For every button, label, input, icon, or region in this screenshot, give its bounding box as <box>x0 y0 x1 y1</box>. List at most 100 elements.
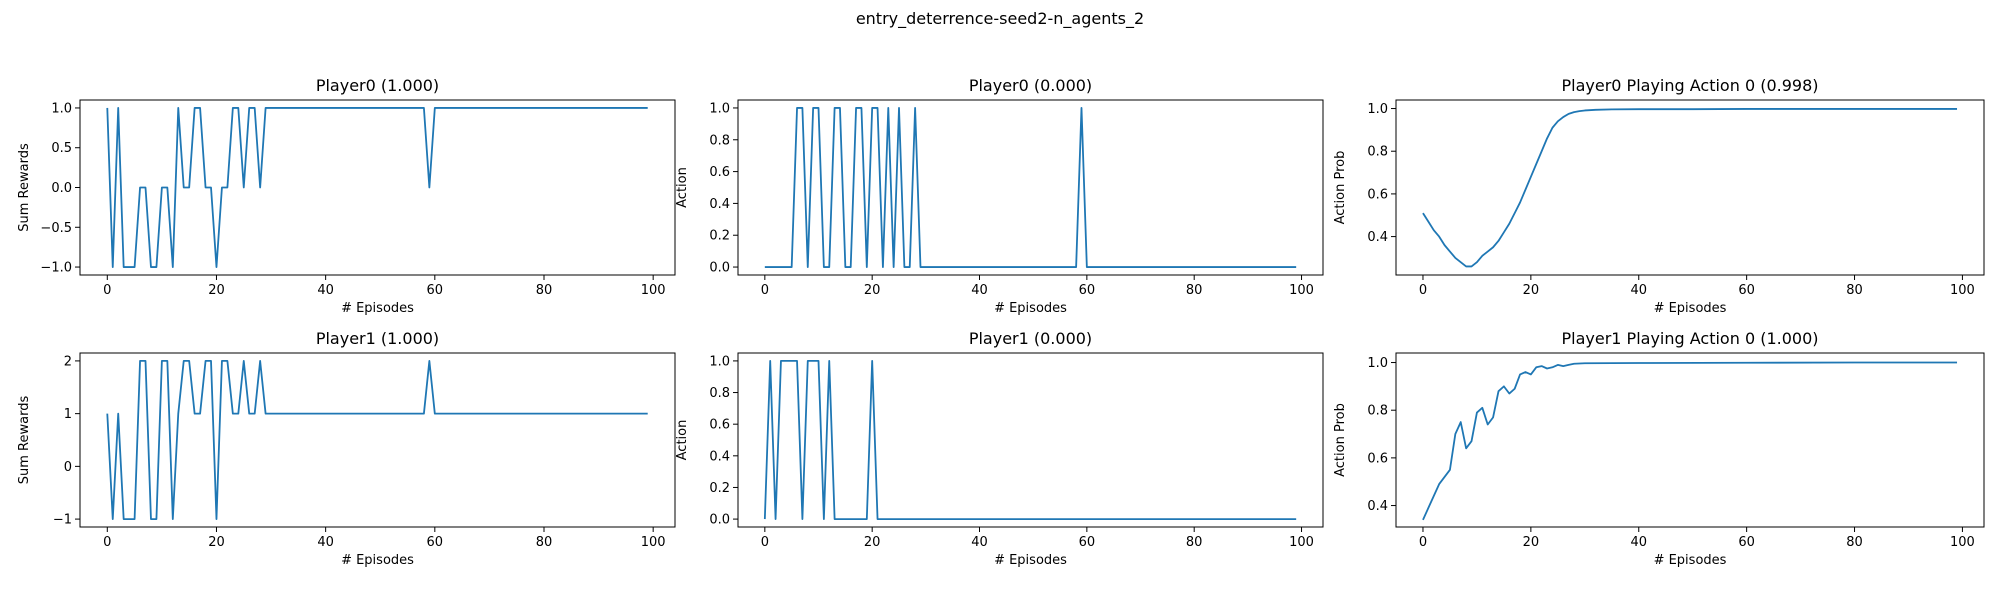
x-tick-label: 60 <box>427 283 444 298</box>
y-tick-label: 0.8 <box>709 133 730 148</box>
y-axis-label: Sum Rewards <box>17 396 32 485</box>
axes-frame <box>737 352 1324 528</box>
x-tick-label: 0 <box>103 283 111 298</box>
series-line <box>1422 361 1958 521</box>
x-axis-label: # Episodes <box>341 301 414 316</box>
x-tick-label: 60 <box>1079 283 1096 298</box>
x-axis-label: # Episodes <box>994 553 1067 568</box>
x-tick-label: 40 <box>317 283 334 298</box>
x-tick-label: 100 <box>1950 283 1975 298</box>
x-tick-label: 0 <box>761 283 769 298</box>
x-tick-label: 20 <box>208 535 225 550</box>
subplot-title: Player0 Playing Action 0 (0.998) <box>1562 76 1819 95</box>
series-line <box>763 360 1297 520</box>
y-tick-label: 1.0 <box>51 101 72 116</box>
y-tick-label: 0.0 <box>51 181 72 196</box>
y-tick-label: 0.2 <box>709 481 730 496</box>
x-tick-label: 20 <box>864 535 881 550</box>
subplot-5: 0 20 40 60 80 100 0.0 0.2 0.4 0.6 0.8 1.0 Player1 (0… <box>675 329 1324 568</box>
subplot-title: Player1 (0.000) <box>969 329 1092 348</box>
subplot-title: Player0 (1.000) <box>316 76 439 95</box>
subplot-title: Player0 (0.000) <box>969 76 1092 95</box>
y-tick-label: 1.0 <box>1367 356 1388 371</box>
y-tick-label: 0.8 <box>709 386 730 401</box>
x-tick-label: 40 <box>1630 535 1647 550</box>
x-tick-label: 0 <box>103 535 111 550</box>
y-tick-label: 0 <box>64 460 72 475</box>
series-line <box>764 107 1297 268</box>
x-tick-label: 80 <box>1186 283 1203 298</box>
x-tick-label: 40 <box>317 535 334 550</box>
y-tick-label: 1.0 <box>709 101 730 116</box>
x-tick-label: 20 <box>1523 283 1540 298</box>
series-line <box>1422 108 1958 268</box>
x-tick-label: 80 <box>1186 535 1203 550</box>
x-axis-label: # Episodes <box>994 301 1067 316</box>
y-tick-label: 0.8 <box>1367 145 1388 160</box>
y-tick-label: 1.0 <box>709 354 730 369</box>
x-tick-label: 100 <box>1289 283 1314 298</box>
x-tick-label: 0 <box>1419 283 1427 298</box>
x-tick-label: 40 <box>971 535 988 550</box>
axes-frame <box>79 99 676 276</box>
x-tick-label: 20 <box>208 283 225 298</box>
x-tick-label: 80 <box>536 535 553 550</box>
x-axis-label: # Episodes <box>341 553 414 568</box>
y-axis-label: Action Prob <box>1333 151 1348 225</box>
axes-frame <box>1395 352 1985 528</box>
x-tick-label: 0 <box>761 535 769 550</box>
x-tick-label: 100 <box>1950 535 1975 550</box>
x-tick-label: 20 <box>1523 535 1540 550</box>
x-tick-label: 80 <box>1846 535 1863 550</box>
y-tick-label: −0.5 <box>40 221 72 236</box>
y-tick-label: 0.4 <box>709 449 730 464</box>
y-tick-label: −1.0 <box>40 261 72 276</box>
y-tick-label: −1 <box>53 513 72 528</box>
x-tick-label: 100 <box>641 283 666 298</box>
y-tick-label: 0.4 <box>709 197 730 212</box>
subplot-title: Player1 (1.000) <box>316 329 439 348</box>
y-tick-label: 0.0 <box>709 513 730 528</box>
y-tick-label: 0.5 <box>51 141 72 156</box>
x-tick-label: 20 <box>864 283 881 298</box>
x-tick-label: 40 <box>1630 283 1647 298</box>
x-tick-label: 100 <box>1289 535 1314 550</box>
y-tick-label: 0.0 <box>709 261 730 276</box>
axes-frame <box>737 99 1324 276</box>
y-tick-label: 0.6 <box>709 418 730 433</box>
x-tick-label: 60 <box>427 535 444 550</box>
subplot-2: 0 20 40 60 80 100 0.0 0.2 0.4 0.6 0.8 1.0 Player0 (0… <box>675 76 1324 316</box>
y-tick-label: 0.4 <box>1367 230 1388 245</box>
x-tick-label: 60 <box>1738 283 1755 298</box>
subplot-1: 0 20 40 60 80 100 −1.0 −0.5 0.0 0.5 1.0 Player0 (1.… <box>17 76 676 316</box>
subplot-6: 0 20 40 60 80 100 0.4 0.6 0.8 1.0 Player1 Playing … <box>1333 329 1985 568</box>
subplot-3: 0 20 40 60 80 100 0.4 0.6 0.8 1.0 Player0 Playing … <box>1333 76 1985 316</box>
x-tick-label: 100 <box>641 535 666 550</box>
x-tick-label: 80 <box>536 283 553 298</box>
x-tick-label: 40 <box>971 283 988 298</box>
axes-frame <box>79 352 676 528</box>
y-tick-label: 0.6 <box>1367 187 1388 202</box>
y-tick-label: 0.6 <box>709 165 730 180</box>
x-tick-label: 80 <box>1846 283 1863 298</box>
figure-title: entry_deterrence-seed2-n_agents_2 <box>855 9 1145 28</box>
y-axis-label: Action <box>675 167 690 208</box>
y-tick-label: 2 <box>64 354 72 369</box>
subplot-4: 0 20 40 60 80 100 −1 0 1 2 Player1 (1.000) # Episod… <box>17 329 676 568</box>
y-tick-label: 0.8 <box>1367 404 1388 419</box>
axes-frame <box>1395 99 1985 276</box>
series-line <box>106 107 648 268</box>
x-axis-label: # Episodes <box>1654 301 1727 316</box>
y-axis-label: Action <box>675 420 690 461</box>
y-tick-label: 1 <box>64 407 72 422</box>
y-axis-label: Action Prob <box>1333 403 1348 477</box>
x-axis-label: # Episodes <box>1654 553 1727 568</box>
x-tick-label: 60 <box>1079 535 1096 550</box>
y-tick-label: 0.6 <box>1367 451 1388 466</box>
series-line <box>106 360 648 520</box>
y-tick-label: 0.4 <box>1367 499 1388 514</box>
y-tick-label: 1.0 <box>1367 102 1388 117</box>
y-axis-label: Sum Rewards <box>17 143 32 232</box>
x-tick-label: 0 <box>1419 535 1427 550</box>
